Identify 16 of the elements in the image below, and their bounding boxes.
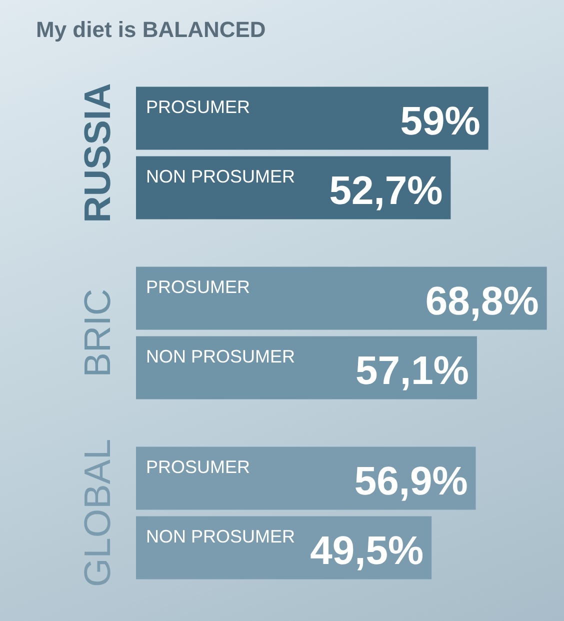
data-label: 59% bbox=[400, 100, 480, 144]
series-label: NON PROSUMER bbox=[146, 166, 296, 186]
series-label: PROSUMER bbox=[146, 96, 250, 117]
data-label: 49,5% bbox=[310, 529, 424, 574]
y-tick-label: GLOBAL bbox=[77, 438, 118, 588]
data-label: 57,1% bbox=[356, 349, 469, 394]
y-tick-label: RUSSIA bbox=[77, 83, 118, 223]
text: NON PROSUMER bbox=[146, 346, 296, 366]
text: NON PROSUMER bbox=[146, 526, 296, 546]
text: PROSUMER bbox=[146, 276, 250, 297]
chart-title: My diet is BALANCED bbox=[36, 17, 266, 42]
data-label: 52,7% bbox=[329, 169, 443, 214]
data-label: 56,9% bbox=[354, 460, 468, 504]
data-label: 68,8% bbox=[425, 280, 539, 324]
text: PROSUMER bbox=[146, 456, 250, 477]
y-tick-label: BRIC bbox=[77, 288, 118, 378]
